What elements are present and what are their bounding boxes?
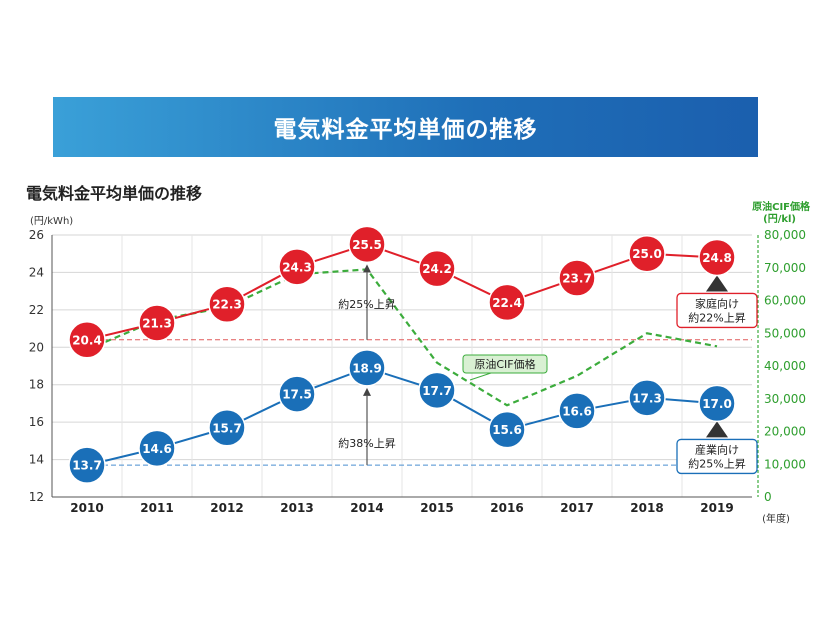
- y-right-unit-line2: (円/kl): [763, 213, 796, 225]
- residential-point: [418, 249, 456, 288]
- x-tick-label: 2015: [420, 501, 453, 515]
- x-tick-label: 2018: [630, 501, 663, 515]
- x-tick-label: 2017: [560, 501, 593, 515]
- y-left-tick-label: 22: [29, 303, 44, 317]
- industrial-summary-box: [676, 438, 758, 475]
- residential-point: [558, 259, 596, 297]
- residential-point: [348, 225, 386, 264]
- residential-point: [628, 234, 666, 273]
- residential-rise-label: 約25%上昇: [338, 297, 395, 311]
- residential-line: [86, 243, 718, 341]
- y-left-tick-label: 24: [29, 265, 44, 279]
- y-left-tick-label: 18: [29, 378, 44, 392]
- industrial-point: [558, 392, 596, 430]
- title-banner: 電気料金平均単価の推移: [53, 97, 758, 157]
- industrial-data-label: 13.7: [72, 459, 102, 473]
- industrial-data-label: 15.7: [212, 421, 242, 435]
- residential-data-label: 22.3: [212, 298, 242, 312]
- crude-callout-label: 原油CIF価格: [474, 357, 535, 371]
- residential-data-label: 22.4: [492, 296, 522, 310]
- industrial-data-label: 17.3: [632, 391, 662, 405]
- y-left-tick-label: 20: [29, 340, 44, 354]
- industrial-point: [348, 349, 386, 387]
- x-tick-label: 2010: [70, 501, 103, 515]
- residential-summary-line1: 家庭向け: [695, 296, 739, 310]
- x-tick-label: 2012: [210, 501, 243, 515]
- y-left-tick-label: 14: [29, 453, 44, 467]
- residential-data-label: 20.4: [72, 333, 102, 347]
- y-right-tick-label: 30,000: [764, 392, 806, 406]
- y-right-tick-label: 10,000: [764, 457, 806, 471]
- industrial-point: [488, 410, 526, 449]
- residential-summary-box: [676, 292, 758, 329]
- residential-data-label: 24.2: [422, 262, 452, 276]
- y-right-tick-label: 0: [764, 490, 772, 504]
- residential-data-label: 23.7: [562, 272, 592, 286]
- y-left-tick-label: 16: [29, 415, 44, 429]
- industrial-rise-label: 約38%上昇: [338, 436, 395, 450]
- x-tick-label: 2014: [350, 501, 383, 515]
- industrial-data-label: 17.7: [422, 384, 452, 398]
- industrial-data-label: 17.5: [282, 388, 312, 402]
- industrial-data-label: 18.9: [352, 361, 382, 375]
- y-right-tick-label: 80,000: [764, 228, 806, 242]
- y-left-tick-label: 12: [29, 490, 44, 504]
- y-left-unit: (円/kWh): [30, 216, 73, 227]
- x-tick-label: 2013: [280, 501, 313, 515]
- residential-data-label: 21.3: [142, 316, 172, 330]
- y-right-tick-label: 40,000: [764, 359, 806, 373]
- industrial-summary-line1: 産業向け: [695, 442, 739, 456]
- residential-rise-arrow-head: [363, 264, 371, 273]
- residential-point: [488, 283, 526, 322]
- industrial-data-label: 17.0: [702, 397, 732, 411]
- x-tick-label: 2011: [140, 501, 173, 515]
- residential-point: [208, 285, 246, 323]
- industrial-data-label: 14.6: [142, 442, 172, 456]
- y-right-unit-line1: 原油CIF価格: [752, 200, 811, 213]
- residential-point: [698, 238, 736, 277]
- crude-callout-box: [462, 354, 548, 374]
- industrial-data-label: 16.6: [562, 404, 592, 418]
- industrial-point: [628, 379, 666, 417]
- industrial-point: [698, 384, 736, 423]
- y-right-tick-label: 20,000: [764, 425, 806, 439]
- industrial-point: [68, 446, 106, 484]
- y-right-tick-label: 60,000: [764, 294, 806, 308]
- residential-data-label: 25.0: [632, 247, 662, 261]
- residential-point: [138, 304, 176, 342]
- banner-title: 電気料金平均単価の推移: [273, 117, 538, 143]
- residential-summary-line2: 約22%上昇: [688, 310, 745, 324]
- industrial-point: [278, 375, 316, 413]
- residential-point: [278, 248, 316, 286]
- residential-data-label: 24.3: [282, 260, 312, 274]
- industrial-2019-arrow: [706, 421, 728, 438]
- industrial-line: [86, 366, 718, 467]
- y-right-tick-label: 50,000: [764, 326, 806, 340]
- y-left-tick-label: 26: [29, 228, 44, 242]
- x-tick-label: 2016: [490, 501, 523, 515]
- industrial-rise-arrow-head: [363, 387, 371, 396]
- residential-data-label: 25.5: [352, 238, 382, 252]
- residential-data-label: 24.8: [702, 251, 732, 265]
- industrial-data-label: 15.6: [492, 423, 522, 437]
- x-tick-label: 2019: [700, 501, 733, 515]
- industrial-point: [418, 371, 456, 410]
- industrial-point: [138, 429, 176, 468]
- y-right-tick-label: 70,000: [764, 261, 806, 275]
- chart-title: 電気料金平均単価の推移: [26, 184, 203, 203]
- x-unit: (年度): [762, 512, 790, 525]
- residential-point: [68, 321, 106, 359]
- industrial-point: [208, 409, 246, 447]
- residential-2019-arrow: [706, 275, 728, 292]
- industrial-summary-line2: 約25%上昇: [688, 456, 745, 470]
